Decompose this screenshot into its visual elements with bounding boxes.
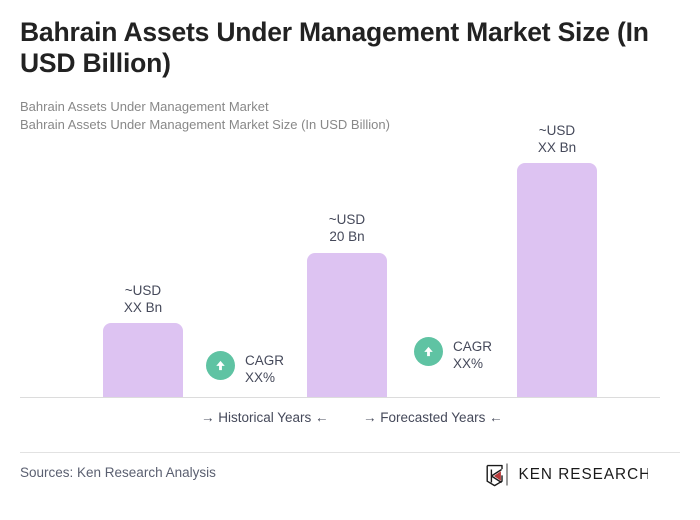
svg-text:KEN RESEARCH: KEN RESEARCH	[519, 466, 649, 483]
